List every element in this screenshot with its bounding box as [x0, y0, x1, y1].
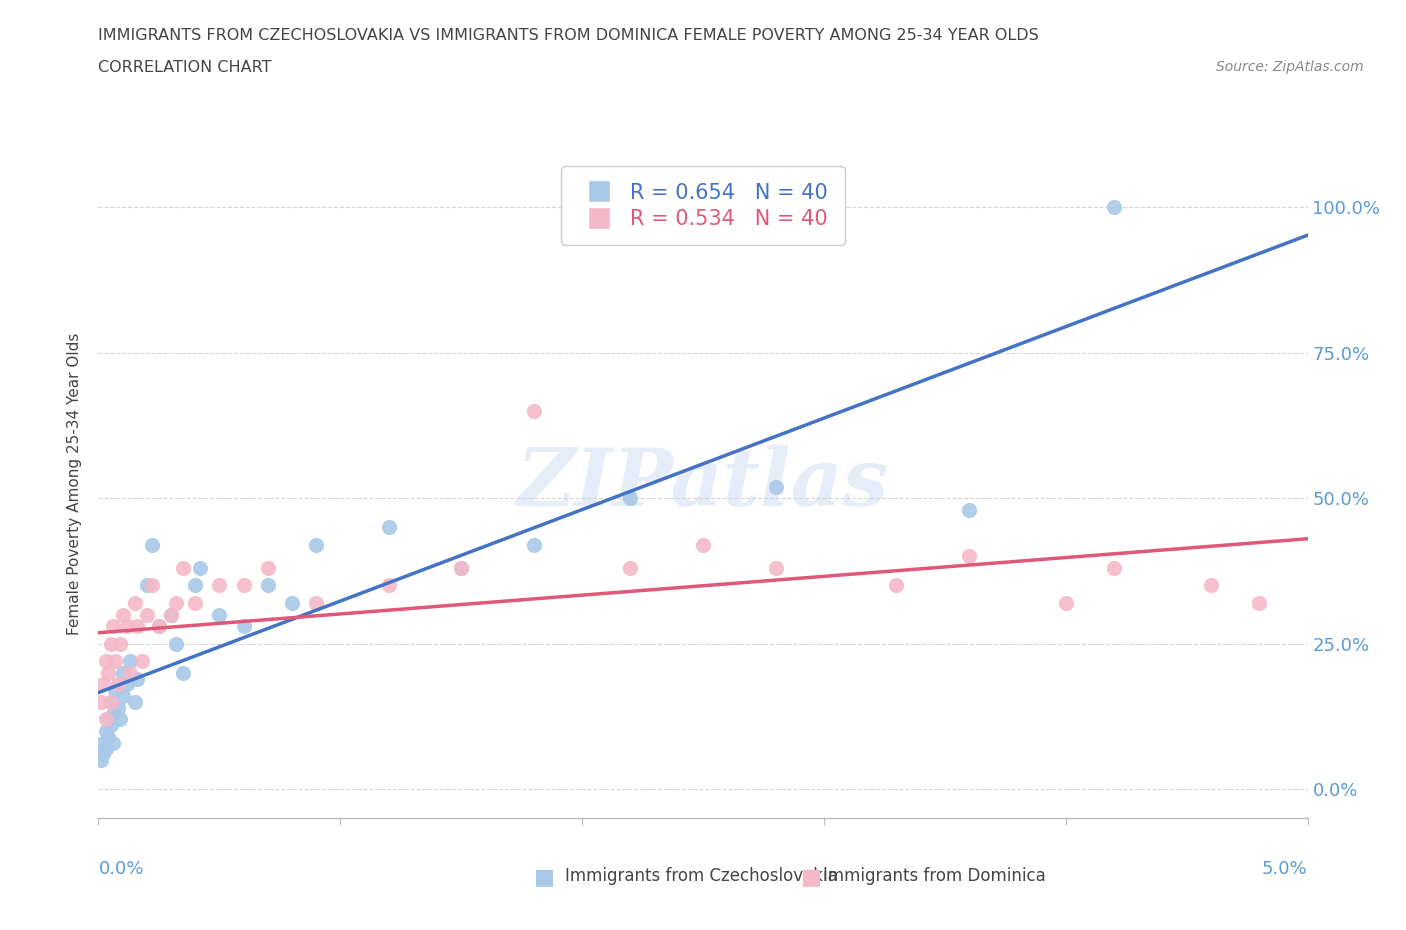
- Point: [450, 561, 472, 576]
- Point: [117, 618, 139, 633]
- Text: IMMIGRANTS FROM CZECHOSLOVAKIA VS IMMIGRANTS FROM DOMINICA FEMALE POVERTY AMONG : IMMIGRANTS FROM CZECHOSLOVAKIA VS IMMIGR…: [98, 28, 1039, 43]
- Point: [160, 607, 183, 622]
- Point: [101, 736, 124, 751]
- Text: ■: ■: [534, 867, 555, 887]
- Point: [305, 538, 328, 552]
- Point: [232, 578, 254, 593]
- Point: [118, 654, 141, 669]
- Point: [91, 736, 114, 751]
- Point: [165, 636, 187, 651]
- Legend: R = 0.654   N = 40, R = 0.534   N = 40: R = 0.654 N = 40, R = 0.534 N = 40: [561, 166, 845, 246]
- Point: [94, 712, 117, 727]
- Point: [135, 578, 157, 593]
- Point: [131, 654, 153, 669]
- Point: [141, 538, 163, 552]
- Point: [91, 747, 114, 762]
- Point: [765, 561, 787, 576]
- Point: [523, 538, 546, 552]
- Y-axis label: Female Poverty Among 25-34 Year Olds: Female Poverty Among 25-34 Year Olds: [67, 332, 83, 635]
- Point: [377, 520, 399, 535]
- Point: [765, 479, 787, 494]
- Point: [107, 677, 129, 692]
- Point: [1054, 595, 1077, 610]
- Point: [107, 700, 129, 715]
- Point: [256, 578, 278, 593]
- Point: [108, 712, 131, 727]
- Point: [208, 607, 231, 622]
- Point: [1249, 595, 1271, 610]
- Point: [305, 595, 328, 610]
- Text: 0.0%: 0.0%: [98, 860, 143, 878]
- Point: [90, 752, 112, 767]
- Point: [450, 561, 472, 576]
- Point: [100, 718, 122, 733]
- Point: [117, 677, 139, 692]
- Point: [111, 665, 134, 680]
- Point: [232, 618, 254, 633]
- Point: [523, 404, 546, 418]
- Point: [1102, 561, 1125, 576]
- Point: [256, 561, 278, 576]
- Point: [124, 595, 146, 610]
- Point: [886, 578, 908, 593]
- Point: [184, 595, 207, 610]
- Point: [281, 595, 304, 610]
- Text: CORRELATION CHART: CORRELATION CHART: [98, 60, 271, 75]
- Point: [692, 538, 714, 552]
- Point: [160, 607, 183, 622]
- Text: 5.0%: 5.0%: [1263, 860, 1308, 878]
- Point: [148, 618, 170, 633]
- Point: [94, 741, 117, 756]
- Point: [97, 712, 120, 727]
- Point: [101, 618, 124, 633]
- Point: [184, 578, 207, 593]
- Point: [619, 491, 641, 506]
- Point: [127, 618, 149, 633]
- Point: [104, 654, 127, 669]
- Point: [124, 695, 146, 710]
- Point: [208, 578, 231, 593]
- Point: [135, 607, 157, 622]
- Text: ZIPatlas: ZIPatlas: [517, 445, 889, 523]
- Point: [100, 695, 122, 710]
- Point: [90, 695, 112, 710]
- Point: [172, 665, 194, 680]
- Text: ■: ■: [801, 867, 823, 887]
- Point: [619, 561, 641, 576]
- Point: [91, 677, 114, 692]
- Point: [165, 595, 187, 610]
- Text: Immigrants from Czechoslovakia: Immigrants from Czechoslovakia: [565, 867, 838, 884]
- Point: [172, 561, 194, 576]
- Point: [1102, 200, 1125, 215]
- Point: [188, 561, 211, 576]
- Point: [957, 502, 980, 517]
- Point: [148, 618, 170, 633]
- Point: [141, 578, 163, 593]
- Point: [127, 671, 149, 686]
- Point: [104, 683, 127, 698]
- Text: Immigrants from Dominica: Immigrants from Dominica: [823, 867, 1045, 884]
- Point: [957, 549, 980, 564]
- Point: [1199, 578, 1222, 593]
- Point: [100, 636, 122, 651]
- Point: [101, 706, 124, 721]
- Point: [94, 654, 117, 669]
- Point: [108, 636, 131, 651]
- Point: [118, 665, 141, 680]
- Point: [377, 578, 399, 593]
- Point: [97, 665, 120, 680]
- Point: [94, 724, 117, 738]
- Text: Source: ZipAtlas.com: Source: ZipAtlas.com: [1216, 60, 1364, 74]
- Point: [100, 695, 122, 710]
- Point: [97, 729, 120, 744]
- Point: [111, 689, 134, 704]
- Point: [111, 607, 134, 622]
